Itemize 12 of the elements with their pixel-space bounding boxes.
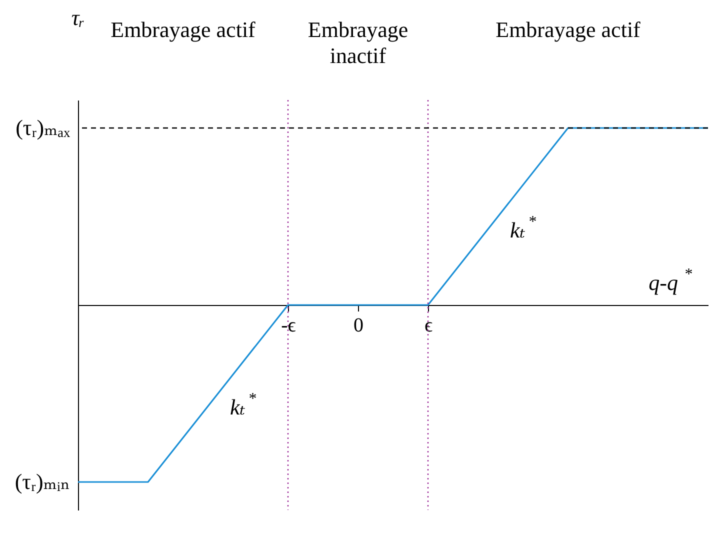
text: (τᵣ)ₘᵢₙ	[14, 469, 70, 494]
x-tick-label: ϵ	[424, 314, 433, 336]
x-tick-label: 0	[354, 314, 364, 336]
text: Embrayage inactif	[308, 17, 408, 68]
annotation: kₜ*	[510, 214, 536, 242]
x-axis-title: q-q*	[648, 266, 692, 295]
x-tick-label: -ϵ	[281, 314, 296, 336]
text: Embrayage actif	[496, 17, 642, 42]
y-axis-title: τᵣ	[71, 5, 85, 30]
annotation: kₜ*	[230, 390, 256, 420]
text: (τᵣ)ₘₐₓ	[16, 115, 71, 140]
text: Embrayage actif	[110, 17, 256, 42]
